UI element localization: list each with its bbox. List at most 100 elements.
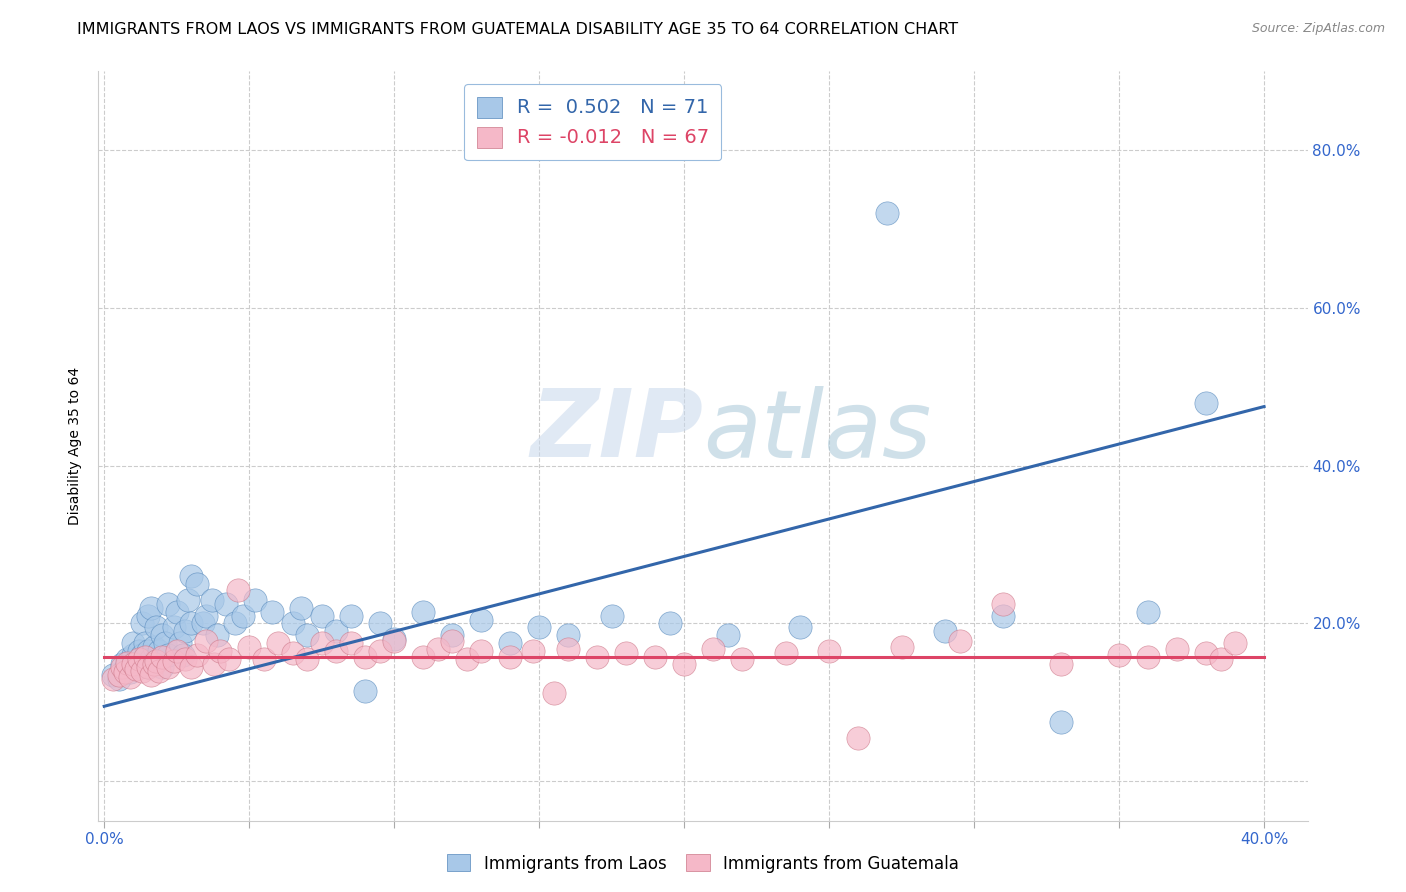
Point — [150, 649, 173, 664]
Point — [281, 647, 304, 661]
Point — [1108, 648, 1130, 662]
Point — [232, 608, 254, 623]
Point — [180, 660, 202, 674]
Point — [253, 652, 276, 666]
Point — [226, 583, 249, 598]
Point — [382, 633, 405, 648]
Point — [243, 592, 266, 607]
Point — [156, 648, 179, 662]
Point — [180, 569, 202, 583]
Point — [125, 662, 148, 676]
Point — [1050, 714, 1073, 729]
Point — [148, 664, 170, 678]
Point — [131, 664, 153, 678]
Point — [354, 683, 377, 698]
Point — [145, 620, 167, 634]
Point — [412, 605, 434, 619]
Point — [876, 206, 898, 220]
Point — [163, 654, 186, 668]
Point — [224, 616, 246, 631]
Point — [818, 644, 841, 658]
Point — [122, 648, 145, 662]
Point — [614, 647, 637, 661]
Point — [174, 652, 197, 666]
Text: IMMIGRANTS FROM LAOS VS IMMIGRANTS FROM GUATEMALA DISABILITY AGE 35 TO 64 CORREL: IMMIGRANTS FROM LAOS VS IMMIGRANTS FROM … — [77, 22, 959, 37]
Legend: Immigrants from Laos, Immigrants from Guatemala: Immigrants from Laos, Immigrants from Gu… — [440, 847, 966, 880]
Point — [177, 592, 200, 607]
Point — [110, 657, 132, 672]
Point — [136, 608, 159, 623]
Point — [122, 636, 145, 650]
Point — [218, 652, 240, 666]
Point — [145, 652, 167, 666]
Point — [128, 660, 150, 674]
Point — [117, 656, 139, 670]
Point — [499, 636, 522, 650]
Point — [1223, 636, 1246, 650]
Point — [139, 600, 162, 615]
Point — [128, 652, 150, 666]
Point — [107, 672, 129, 686]
Point — [122, 657, 145, 672]
Point — [499, 649, 522, 664]
Point — [262, 605, 284, 619]
Point — [949, 633, 972, 648]
Point — [702, 641, 724, 656]
Point — [186, 648, 208, 662]
Point — [142, 640, 165, 654]
Point — [114, 662, 136, 676]
Point — [136, 644, 159, 658]
Point — [163, 620, 186, 634]
Point — [600, 608, 623, 623]
Point — [148, 644, 170, 658]
Point — [991, 608, 1014, 623]
Point — [114, 665, 136, 680]
Point — [991, 597, 1014, 611]
Point — [202, 657, 225, 672]
Point — [169, 636, 191, 650]
Point — [153, 636, 176, 650]
Point — [557, 641, 579, 656]
Point — [890, 640, 912, 654]
Point — [267, 636, 290, 650]
Point — [139, 652, 162, 666]
Point — [134, 649, 156, 664]
Point — [1195, 395, 1218, 409]
Point — [339, 636, 361, 650]
Point — [186, 577, 208, 591]
Point — [717, 628, 740, 642]
Point — [120, 670, 142, 684]
Text: Source: ZipAtlas.com: Source: ZipAtlas.com — [1251, 22, 1385, 36]
Point — [238, 640, 260, 654]
Point — [368, 616, 391, 631]
Point — [1209, 652, 1232, 666]
Point — [120, 665, 142, 680]
Point — [194, 633, 217, 648]
Point — [934, 624, 956, 639]
Point — [136, 660, 159, 674]
Point — [586, 649, 609, 664]
Point — [200, 592, 222, 607]
Point — [150, 628, 173, 642]
Point — [1195, 647, 1218, 661]
Point — [136, 660, 159, 674]
Point — [658, 616, 681, 631]
Point — [110, 660, 132, 674]
Point — [673, 657, 696, 672]
Point — [139, 667, 162, 681]
Point — [311, 636, 333, 650]
Text: ZIP: ZIP — [530, 385, 703, 477]
Point — [145, 654, 167, 668]
Point — [125, 656, 148, 670]
Text: atlas: atlas — [703, 385, 931, 476]
Point — [101, 667, 124, 681]
Point — [150, 660, 173, 674]
Point — [1050, 657, 1073, 672]
Point — [290, 600, 312, 615]
Point — [522, 644, 544, 658]
Point — [1137, 605, 1160, 619]
Point — [557, 628, 579, 642]
Point — [281, 616, 304, 631]
Point — [166, 644, 188, 658]
Point — [368, 644, 391, 658]
